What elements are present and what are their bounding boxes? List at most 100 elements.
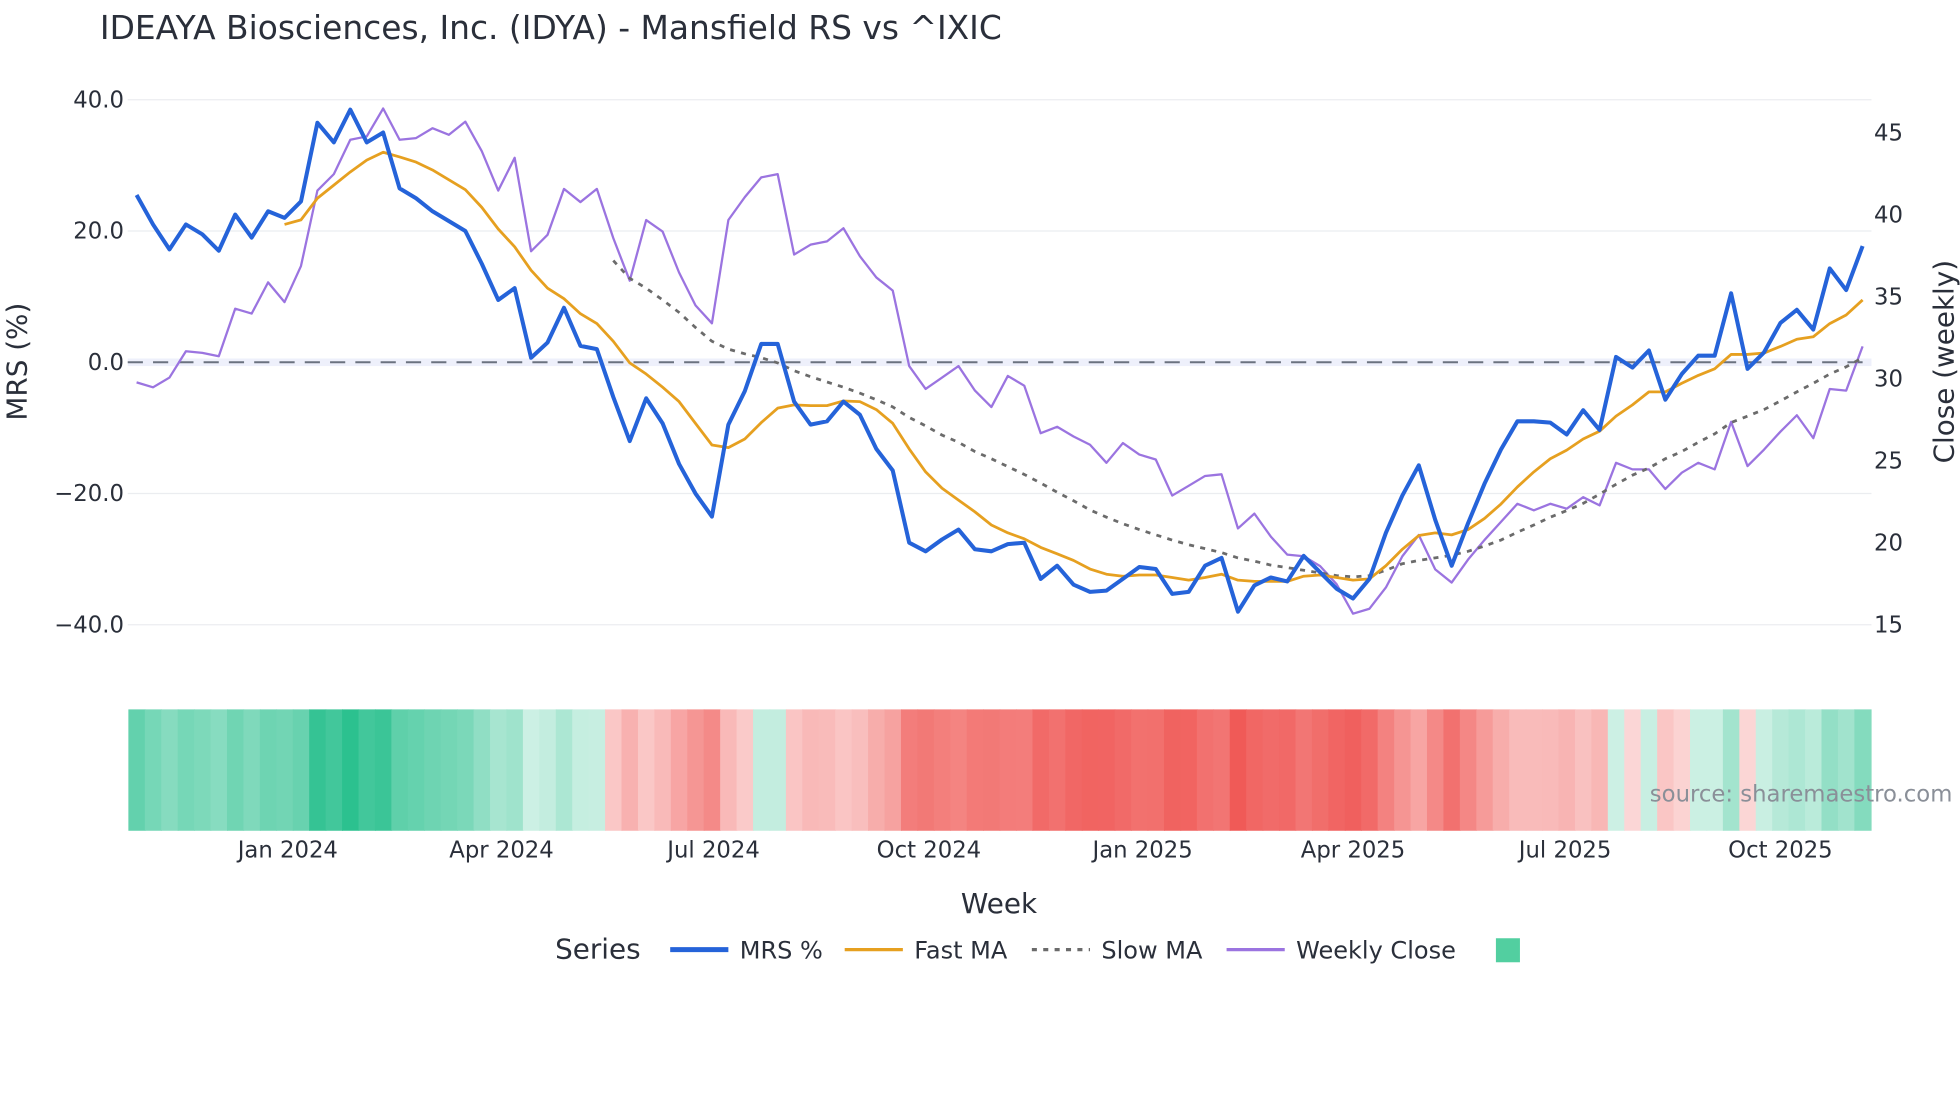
- heatmap-cell: [868, 709, 886, 831]
- heatmap-cell: [605, 709, 623, 831]
- heatmap-cell: [1213, 709, 1231, 831]
- legend-item-label[interactable]: Slow MA: [1101, 936, 1203, 964]
- heatmap-cell: [1542, 709, 1560, 831]
- heatmap-cell: [522, 709, 541, 831]
- heatmap-cell: [1032, 709, 1050, 831]
- series-line-fast-ma: [284, 150, 1864, 583]
- y-tick-label: 0.0: [88, 350, 124, 376]
- heatmap-cell: [1262, 709, 1280, 831]
- heatmap-cell: [1048, 709, 1067, 831]
- y2-tick-label: 35: [1874, 284, 1903, 310]
- heatmap-cell: [900, 709, 919, 831]
- mrs-heatmap: [128, 709, 1872, 831]
- heatmap-cell: [1147, 709, 1165, 831]
- heatmap-cell: [966, 709, 984, 831]
- y2-axis-title: Close (weekly): [1928, 260, 1960, 463]
- source-label: source: sharemaestro.com: [1650, 782, 1953, 808]
- series-line-mrs: [134, 107, 1865, 614]
- heatmap-cell: [1114, 709, 1132, 831]
- heatmap-cell: [1492, 709, 1510, 831]
- heatmap-cell: [1755, 709, 1773, 831]
- heatmap-cell: [1410, 709, 1428, 831]
- heatmap-cell: [440, 709, 458, 831]
- legend-item-label[interactable]: Weekly Close: [1296, 936, 1456, 964]
- heatmap-cell: [1509, 709, 1527, 831]
- heatmap-cell: [785, 709, 804, 831]
- heatmap-cell: [835, 709, 853, 831]
- heatmap-cell: [1459, 709, 1478, 831]
- heatmap-cell: [1607, 709, 1626, 831]
- heatmap-cell: [1476, 709, 1494, 831]
- heatmap-cell: [1394, 709, 1412, 831]
- legend-item-label[interactable]: MRS %: [740, 936, 823, 964]
- y2-tick-label: 15: [1874, 612, 1903, 638]
- heatmap-cell: [1690, 709, 1708, 831]
- y-axis-ticks: 40.0 20.0 0.0 −20.0 −40.0: [54, 87, 124, 638]
- heatmap-cell: [1706, 709, 1724, 831]
- heatmap-cell: [687, 709, 705, 831]
- y2-tick-label: 20: [1874, 530, 1903, 556]
- heatmap-cell: [1673, 709, 1691, 831]
- x-tick-label: Apr 2024: [449, 837, 553, 863]
- heatmap-cell: [1854, 709, 1872, 831]
- heatmap-cell: [1525, 709, 1543, 831]
- heatmap-cell: [1131, 709, 1149, 831]
- heatmap-cell: [917, 709, 935, 831]
- heatmap-cell: [1279, 709, 1297, 831]
- y2-tick-label: 45: [1874, 120, 1903, 146]
- heatmap-cell: [1081, 709, 1099, 831]
- heatmap-cell: [358, 709, 376, 831]
- heatmap-cell: [325, 709, 343, 831]
- heatmap-cell: [374, 709, 393, 831]
- heatmap-cell: [1739, 709, 1757, 831]
- x-tick-label: Oct 2024: [877, 837, 981, 863]
- heatmap-cell: [128, 709, 146, 831]
- heatmap-cell: [243, 709, 261, 831]
- series-line-weekly-close: [136, 107, 1864, 615]
- heatmap-cell: [292, 709, 310, 831]
- heatmap-cell: [259, 709, 278, 831]
- heatmap-cell: [1821, 709, 1839, 831]
- heatmap-cell: [1295, 709, 1313, 831]
- heatmap-cell: [1837, 709, 1856, 831]
- heatmap-cell: [1098, 709, 1116, 831]
- series-line-slow-ma: [612, 259, 1864, 579]
- heatmap-cell: [769, 709, 787, 831]
- heatmap-cell: [1558, 709, 1576, 831]
- legend: Series MRS % Fast MA Slow MA Weekly Close: [555, 932, 1520, 965]
- heatmap-cell: [490, 709, 508, 831]
- heatmap-cell: [720, 709, 738, 831]
- heatmap-cell: [1657, 709, 1675, 831]
- legend-item-label[interactable]: Fast MA: [914, 936, 1008, 964]
- heatmap-cell: [177, 709, 195, 831]
- heatmap-cell: [884, 709, 902, 831]
- y2-tick-label: 25: [1874, 448, 1903, 474]
- series-lines: [134, 107, 1865, 615]
- heatmap-cell: [1426, 709, 1445, 831]
- chart-title: IDEAYA Biosciences, Inc. (IDYA) - Mansfi…: [100, 8, 1002, 47]
- legend-title: Series: [555, 932, 640, 965]
- y-axis-title: MRS (%): [1, 303, 34, 421]
- x-tick-label: Oct 2025: [1728, 837, 1832, 863]
- heatmap-cell: [1016, 709, 1034, 831]
- heatmap-cell: [933, 709, 952, 831]
- heatmap-cell: [506, 709, 524, 831]
- heatmap-cell: [309, 709, 327, 831]
- heatmap-cell: [1311, 709, 1330, 831]
- x-axis-title: Week: [961, 887, 1038, 920]
- heatmap-cell: [818, 709, 836, 831]
- legend-heatmap-swatch[interactable]: [1495, 938, 1520, 963]
- heatmap-cell: [144, 709, 163, 831]
- heatmap-cell: [276, 709, 294, 831]
- heatmap-cell: [999, 709, 1017, 831]
- heatmap-cell: [1229, 709, 1247, 831]
- x-tick-label: Jul 2025: [1517, 837, 1612, 863]
- heatmap-cell: [539, 709, 557, 831]
- heatmap-cell: [1344, 709, 1363, 831]
- heatmap-cell: [753, 709, 771, 831]
- heatmap-cell: [473, 709, 491, 831]
- y-tick-label: −40.0: [54, 612, 124, 638]
- x-tick-label: Jul 2024: [665, 837, 760, 863]
- x-tick-label: Jan 2024: [236, 837, 338, 863]
